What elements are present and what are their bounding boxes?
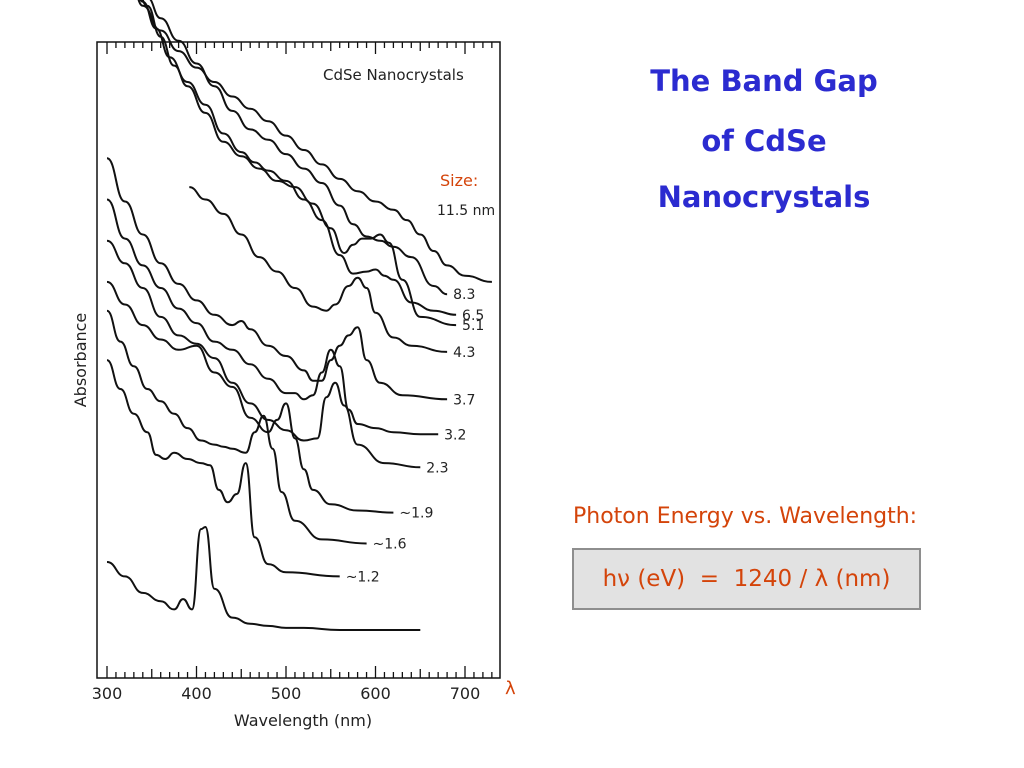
size-header: Size:	[440, 171, 478, 190]
chart-title: CdSe Nanocrystals	[323, 66, 464, 84]
slide-title-line-3: Nanocrystals	[657, 180, 871, 214]
spectrum-line	[137, 0, 492, 283]
y-axis-label: Absorbance	[71, 313, 90, 408]
x-tick-label: 400	[181, 684, 212, 703]
chart-ticks: 300 400 500 600 700	[92, 42, 493, 703]
x-axis-label: Wavelength (nm)	[234, 711, 372, 730]
spectrum-line	[106, 280, 394, 514]
spectra-lines	[106, 0, 492, 631]
photon-energy-label: Photon Energy vs. Wavelength:	[573, 504, 918, 529]
x-tick-label: 700	[450, 684, 481, 703]
series-labels: 11.5 nm 8.3 6.55.1 4.3 3.7 3.2 2.3 ~1.9 ~1.6 ~1.2	[346, 203, 495, 585]
spectrum-line	[139, 0, 457, 316]
spectrum-line	[106, 309, 367, 545]
series-label: 3.7	[453, 392, 475, 408]
series-label: 2.3	[426, 460, 448, 476]
spectrum-line	[106, 198, 439, 436]
series-label: 4.3	[453, 345, 475, 361]
formula-box: hν (eV) = 1240 / λ (nm)	[572, 548, 921, 610]
spectrum-line	[106, 157, 448, 401]
slide-title-line-2: of CdSe	[701, 124, 827, 158]
formula-text: hν (eV) = 1240 / λ (nm)	[602, 566, 891, 592]
series-label: 3.2	[444, 427, 466, 443]
x-tick-label: 300	[92, 684, 123, 703]
x-tick-label: 500	[271, 684, 302, 703]
chart-frame	[96, 41, 501, 679]
series-label: ~1.9	[399, 506, 433, 522]
series-label: 11.5 nm	[437, 203, 495, 219]
spectrum-line	[106, 239, 421, 469]
spectrum-line	[189, 186, 448, 353]
series-label: 8.3	[453, 287, 475, 303]
series-label: 6.5	[462, 308, 484, 324]
x-axis-symbol: λ	[505, 678, 516, 699]
slide-title-line-1: The Band Gap	[650, 64, 878, 98]
spectrum-line	[141, 0, 457, 327]
x-tick-label: 600	[360, 684, 391, 703]
spectrum-line	[149, 0, 448, 296]
spectrum-line	[106, 526, 421, 631]
series-label: ~1.2	[346, 569, 380, 585]
plot-border	[96, 41, 501, 679]
series-label: 5.1	[462, 318, 484, 334]
series-label: ~1.6	[373, 536, 407, 552]
spectrum-line	[106, 359, 340, 578]
